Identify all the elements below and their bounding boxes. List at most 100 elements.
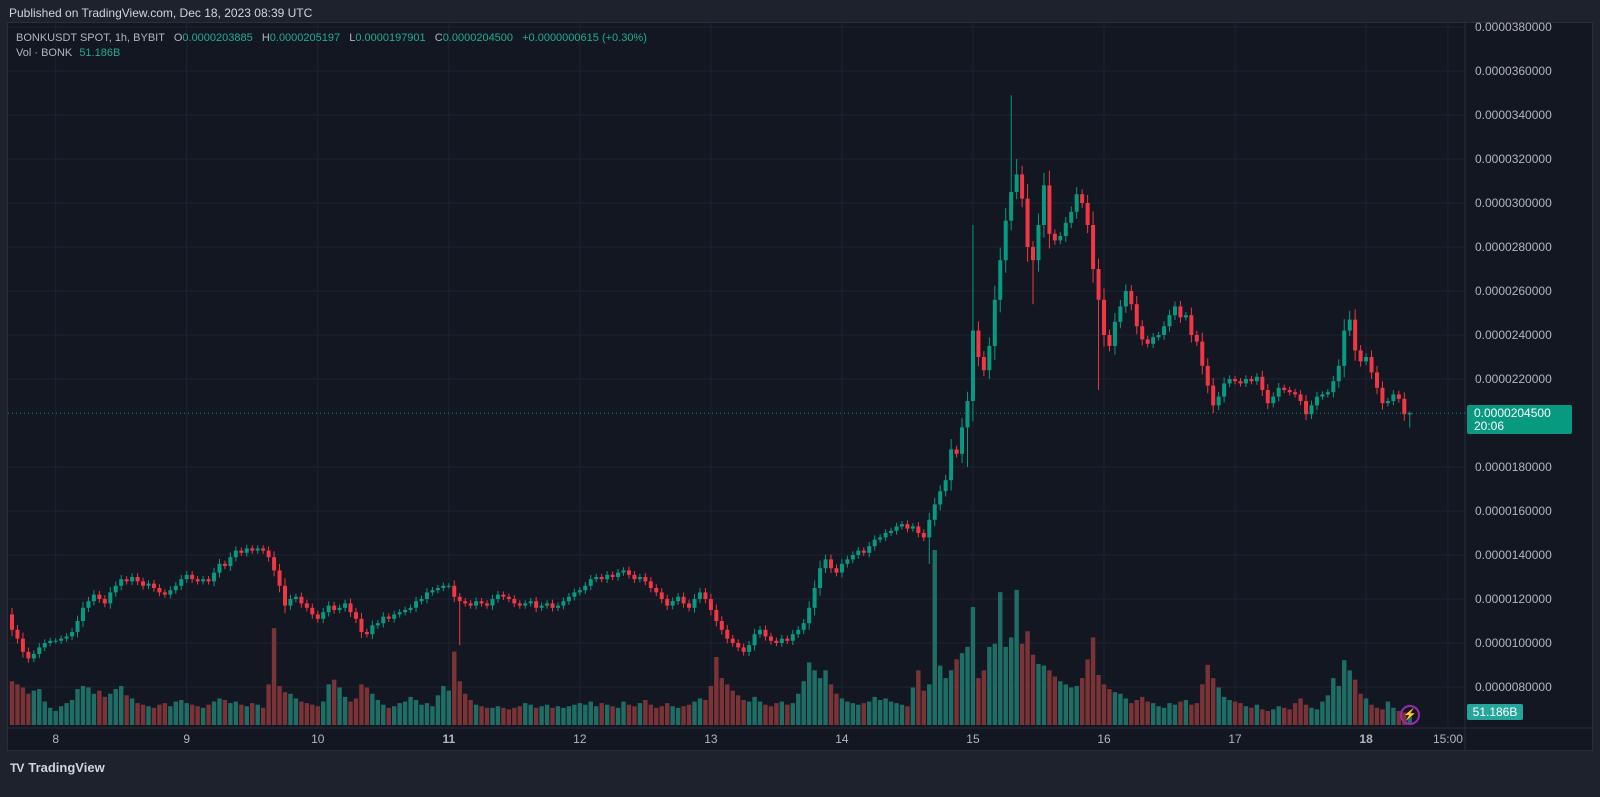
- volume-bar: [610, 706, 615, 725]
- candle-body: [392, 614, 397, 619]
- volume-bar: [1216, 687, 1221, 725]
- candle-body: [1265, 390, 1270, 404]
- time-tick-label: 9: [183, 732, 190, 746]
- candle-body: [1102, 299, 1106, 335]
- candle-body: [1047, 185, 1052, 234]
- volume-bar: [64, 703, 69, 725]
- volume-bar: [1232, 701, 1238, 725]
- candle-body: [1178, 306, 1183, 318]
- volume-bar: [97, 690, 102, 725]
- volume-bar: [894, 703, 899, 725]
- candle-body: [1353, 319, 1358, 351]
- candle-body: [26, 651, 31, 659]
- candle-body: [304, 603, 309, 608]
- volume-bar: [392, 706, 397, 725]
- candle-body: [517, 603, 522, 606]
- candle-body: [987, 346, 992, 371]
- candle-body: [812, 588, 817, 608]
- candle-body: [976, 330, 981, 357]
- candle-body: [856, 550, 861, 555]
- volume-bar: [1227, 700, 1232, 725]
- candle-body: [1189, 315, 1194, 335]
- volume-bar: [217, 698, 222, 725]
- open-value: 0.0000203885: [182, 32, 253, 44]
- candle-body: [31, 654, 36, 659]
- candle-body: [1080, 194, 1085, 203]
- candle-body: [1009, 192, 1014, 221]
- candle-body: [1407, 413, 1412, 415]
- volume-bar: [244, 706, 249, 725]
- volume-bar: [905, 706, 910, 725]
- volume-bar: [927, 684, 932, 725]
- candle-body: [1375, 372, 1379, 388]
- volume-bar: [1331, 678, 1336, 725]
- candle-body: [823, 559, 828, 569]
- candle-body: [1118, 306, 1123, 322]
- symbol-title[interactable]: BONKUSDT SPOT, 1h, BYBIT: [16, 32, 165, 44]
- footer-brand[interactable]: TV TradingView: [10, 760, 105, 775]
- volume-bar: [1014, 589, 1019, 725]
- volume-bar: [1189, 704, 1194, 725]
- candle-body: [315, 614, 320, 619]
- price-tick-label: 0.0000340000: [1475, 108, 1552, 122]
- volume-bar: [626, 704, 632, 725]
- volume-bar: [1358, 693, 1363, 725]
- candle-body: [572, 592, 577, 597]
- candle-body: [1249, 379, 1254, 382]
- candle-body: [1298, 394, 1303, 401]
- candle-body: [457, 596, 462, 602]
- candle-body: [654, 588, 659, 593]
- candle-body: [212, 572, 217, 582]
- candle-body: [1238, 381, 1243, 384]
- chart-frame[interactable]: [7, 22, 1593, 751]
- candle-body: [1063, 222, 1068, 236]
- volume-bar: [468, 700, 473, 725]
- volume-bar: [20, 687, 26, 725]
- time-tick-label: 13: [704, 732, 718, 746]
- candle-body: [75, 621, 80, 632]
- volume-bar: [1292, 703, 1298, 725]
- volume-title[interactable]: Vol · BONK: [16, 47, 73, 59]
- volume-bar: [42, 701, 47, 725]
- candle-body: [960, 427, 965, 454]
- candle-body: [293, 596, 298, 599]
- volume-bar: [872, 696, 877, 725]
- volume-bar: [80, 685, 86, 725]
- candle-body: [201, 579, 206, 582]
- volume-bar: [168, 706, 173, 725]
- candle-body: [446, 585, 451, 587]
- volume-bar: [1352, 679, 1358, 725]
- volume-bar: [1079, 678, 1085, 725]
- volume-bar: [386, 707, 391, 725]
- volume-bar: [533, 707, 539, 725]
- volume-bar: [342, 696, 348, 725]
- candle-body: [408, 607, 413, 610]
- candle-body: [321, 612, 326, 619]
- volume-bar: [932, 550, 937, 725]
- volume-bar: [577, 703, 583, 725]
- volume-bar: [1019, 643, 1025, 725]
- volume-bar: [621, 701, 626, 725]
- volume-bar: [162, 703, 168, 725]
- volume-bar: [867, 701, 872, 725]
- candle-body: [583, 585, 588, 591]
- candle-body: [556, 605, 560, 608]
- volume-bar: [965, 646, 970, 725]
- candle-body: [714, 610, 719, 621]
- high-key: H: [261, 32, 270, 44]
- candle-body: [53, 640, 58, 642]
- volume-bar: [643, 700, 648, 725]
- volume-bar: [1281, 707, 1287, 725]
- volume-bar: [113, 689, 118, 725]
- candle-body: [670, 601, 675, 606]
- candle-body: [768, 636, 773, 641]
- time-tick-label: 12: [573, 732, 587, 746]
- candle-body: [506, 596, 511, 599]
- candle-body: [752, 634, 757, 646]
- candle-body: [419, 599, 424, 602]
- candle-body: [1036, 225, 1041, 261]
- lightning-icon[interactable]: ⚡: [1400, 705, 1420, 725]
- candle-body: [626, 570, 631, 575]
- volume-bar: [954, 659, 959, 725]
